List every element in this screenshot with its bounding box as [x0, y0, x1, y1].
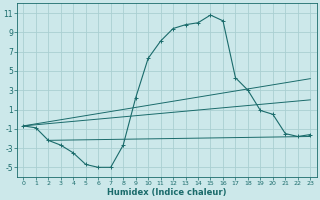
X-axis label: Humidex (Indice chaleur): Humidex (Indice chaleur) — [107, 188, 227, 197]
